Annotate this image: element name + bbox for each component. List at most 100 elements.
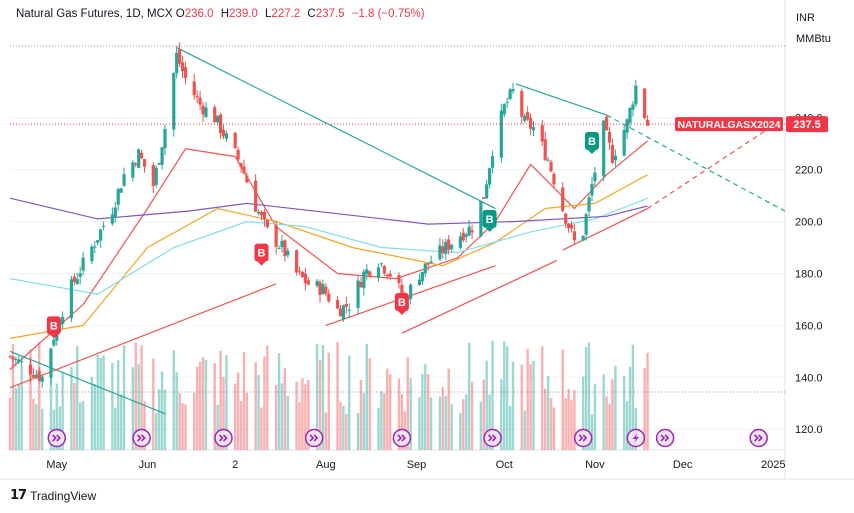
candle-body — [213, 107, 217, 123]
candle-body — [154, 167, 158, 185]
x-tick-label: Sep — [407, 459, 427, 471]
candle-body — [69, 279, 74, 319]
candle-body — [531, 127, 536, 131]
candle-body — [122, 174, 126, 186]
volume-bar — [561, 349, 564, 450]
dividend-forward-icon[interactable] — [573, 428, 593, 448]
volume-bar — [444, 395, 447, 450]
trendline — [401, 259, 558, 334]
candle-body — [423, 263, 427, 274]
volume-bar — [345, 413, 348, 450]
last-price-label: 237.5 — [793, 119, 821, 131]
volume-bar — [32, 398, 35, 450]
volume-bar — [590, 414, 594, 450]
candle-body — [347, 309, 351, 311]
volume-bar — [450, 404, 453, 450]
unit-label[interactable]: MMBtu — [796, 33, 831, 45]
trendline — [176, 47, 496, 210]
candle-body — [78, 273, 82, 277]
dividend-forward-icon[interactable] — [47, 428, 67, 448]
candle-body — [482, 197, 486, 199]
volume-bar — [304, 384, 307, 450]
currency-label[interactable]: INR — [796, 12, 815, 24]
volume-bar — [429, 397, 433, 450]
dividend-forward-icon[interactable] — [304, 428, 324, 448]
tradingview-footer[interactable]: 17 TradingView — [10, 488, 96, 503]
volume-bar — [485, 360, 488, 450]
candle-body — [613, 155, 617, 161]
volume-bar — [543, 388, 547, 450]
candle-body — [14, 358, 18, 360]
forward-glyph — [397, 434, 407, 442]
candle-body — [72, 276, 76, 282]
candle-body — [283, 240, 287, 257]
buy-signal-marker[interactable]: B — [46, 316, 61, 339]
buy-signal-label: B — [398, 297, 406, 309]
candle-body — [359, 281, 363, 288]
volume-bar — [236, 372, 240, 450]
candle-body — [628, 108, 632, 124]
buy-signal-marker[interactable]: B — [482, 209, 497, 232]
symbol-price-tag[interactable]: NATURALGASX2024 237.5 — [675, 116, 828, 133]
candle-body — [344, 304, 348, 307]
buy-signal-marker[interactable]: B — [254, 243, 269, 266]
volume-bar — [286, 395, 290, 450]
candle-body — [429, 261, 433, 264]
dividend-forward-icon[interactable] — [392, 428, 412, 448]
volume-bar — [260, 407, 263, 450]
volume-bar — [318, 359, 322, 450]
dividend-forward-icon[interactable] — [655, 428, 675, 448]
volume-bar — [140, 345, 143, 450]
candle-body — [224, 133, 229, 139]
candle-body — [236, 149, 240, 160]
lightning-event-icon[interactable] — [626, 428, 646, 448]
candle-body — [101, 225, 106, 227]
candle-body — [488, 168, 492, 185]
volume-bar — [462, 399, 465, 450]
dividend-forward-icon[interactable] — [214, 428, 233, 448]
volume-bar — [368, 358, 371, 450]
volume-bar — [114, 407, 117, 450]
volume-bar — [459, 413, 462, 450]
candle-body — [119, 188, 123, 193]
volume-bar — [204, 359, 208, 450]
candle-body — [90, 246, 94, 262]
dividend-forward-icon[interactable] — [483, 428, 502, 448]
volume-bar — [20, 365, 23, 450]
buy-signal-marker[interactable]: B — [394, 293, 409, 316]
dividend-forward-icon[interactable] — [749, 428, 768, 448]
volume-bar — [61, 371, 64, 450]
candle-body — [546, 159, 550, 161]
candle-body — [157, 163, 161, 165]
buy-signal-label: B — [486, 214, 494, 226]
volume-bar — [567, 388, 570, 450]
x-tick-label: 2 — [232, 459, 238, 471]
buy-signal-label: B — [50, 320, 58, 332]
currency-unit-selector[interactable]: INR MMBtu — [796, 8, 844, 50]
volume-bar — [564, 398, 567, 450]
volume-bar — [593, 383, 597, 450]
candle-body — [365, 269, 369, 275]
candle-body — [569, 224, 574, 229]
candle-body — [300, 271, 305, 277]
candle-body — [195, 96, 199, 98]
symbol-title[interactable]: Natural Gas Futures, 1D, MCX — [16, 8, 173, 20]
candle-body — [151, 164, 155, 186]
volume-bar — [295, 381, 298, 450]
volume-bar — [643, 367, 646, 450]
volume-bar — [175, 372, 178, 450]
volume-bar — [526, 348, 529, 450]
volume-bar — [184, 404, 187, 450]
candle-body — [265, 220, 269, 228]
buy-signal-marker[interactable]: B — [584, 132, 599, 155]
candle-body — [110, 214, 114, 224]
volume-bar — [40, 408, 44, 450]
dividend-forward-icon[interactable] — [132, 428, 151, 448]
candle-body — [131, 162, 135, 178]
volume-bar — [193, 392, 196, 450]
candle-body — [201, 105, 205, 115]
candle-body — [198, 97, 202, 105]
candle-body — [590, 184, 594, 196]
